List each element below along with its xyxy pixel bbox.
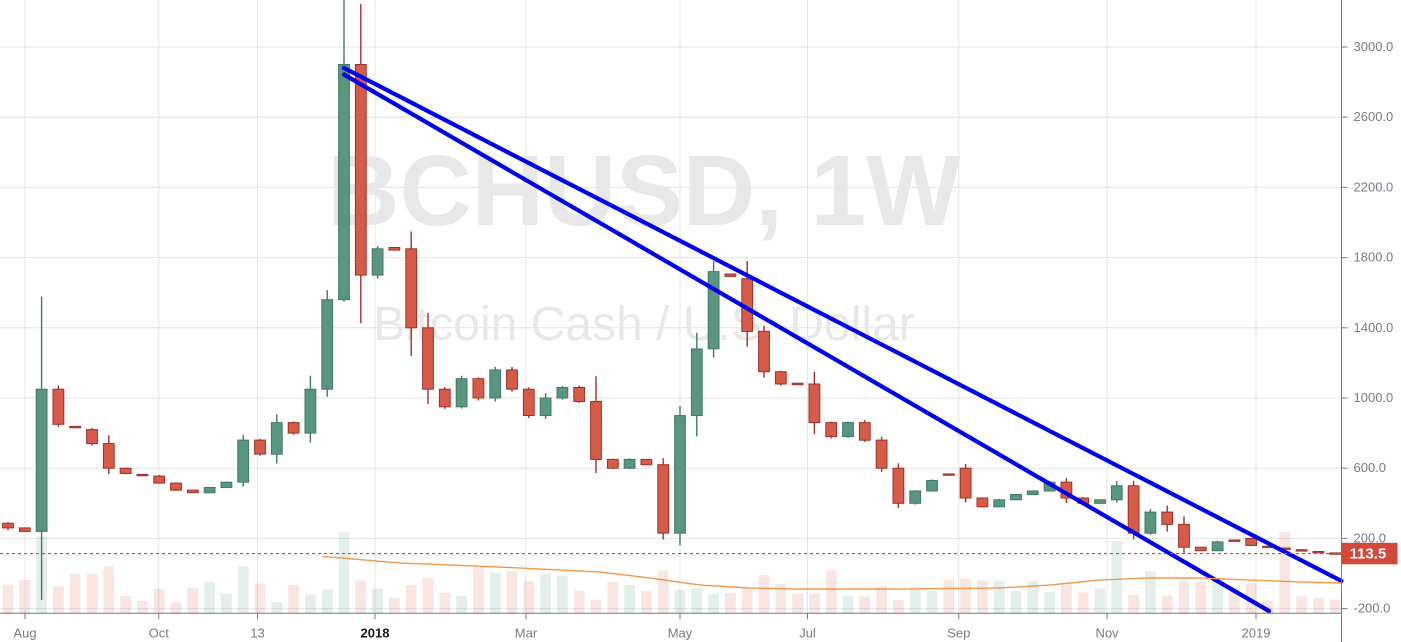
svg-text:113.5: 113.5 — [1350, 546, 1387, 563]
svg-text:Mar: Mar — [515, 625, 538, 640]
svg-text:Jul: Jul — [799, 625, 816, 640]
svg-text:3000.0: 3000.0 — [1354, 39, 1394, 54]
svg-text:May: May — [668, 625, 693, 640]
svg-text:Nov: Nov — [1095, 625, 1119, 640]
svg-text:1000.0: 1000.0 — [1354, 390, 1394, 405]
svg-text:2200.0: 2200.0 — [1354, 179, 1394, 194]
svg-text:2019: 2019 — [1242, 625, 1271, 640]
svg-text:2018: 2018 — [361, 625, 390, 640]
svg-text:1400.0: 1400.0 — [1354, 320, 1394, 335]
svg-text:1800.0: 1800.0 — [1354, 250, 1394, 265]
svg-text:Sep: Sep — [947, 625, 970, 640]
svg-text:600.0: 600.0 — [1354, 460, 1387, 475]
svg-text:Bitcoin Cash / U.S. Dollar: Bitcoin Cash / U.S. Dollar — [373, 298, 915, 351]
svg-text:Aug: Aug — [13, 625, 36, 640]
svg-text:2600.0: 2600.0 — [1354, 109, 1394, 124]
svg-text:13: 13 — [250, 625, 264, 640]
svg-text:-200.0: -200.0 — [1354, 601, 1391, 616]
svg-text:Oct: Oct — [149, 625, 170, 640]
svg-text:BCHUSD, 1W: BCHUSD, 1W — [327, 135, 961, 247]
